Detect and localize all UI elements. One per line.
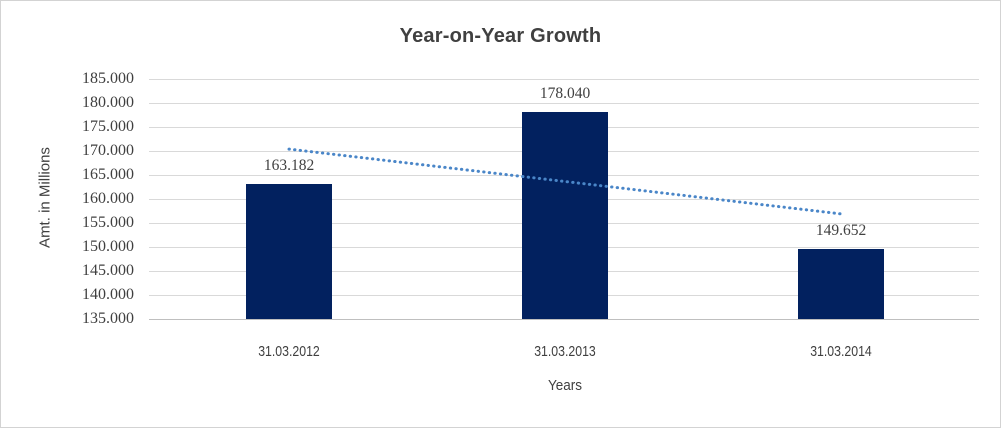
y-axis-title: Amt. in Millions xyxy=(36,147,54,248)
bar xyxy=(246,183,332,319)
y-tick-label: 175.000 xyxy=(82,118,134,135)
gridline xyxy=(149,102,979,104)
bar-value-label: 178.040 xyxy=(539,85,591,103)
bar xyxy=(522,112,608,319)
y-tick-label: 155.000 xyxy=(82,214,134,231)
y-tick-label: 140.000 xyxy=(82,286,134,303)
y-tick-label: 135.000 xyxy=(82,310,134,327)
y-tick-label: 165.000 xyxy=(82,166,134,183)
bar-value-label: 163.182 xyxy=(263,156,315,174)
bar-value-label: 149.652 xyxy=(815,221,867,239)
bar xyxy=(798,248,884,319)
x-tick-label: 31.03.2014 xyxy=(810,343,872,360)
gridline xyxy=(149,78,979,80)
y-tick-label: 185.000 xyxy=(82,70,134,87)
y-tick-label: 170.000 xyxy=(82,142,134,159)
gridline xyxy=(149,318,979,320)
y-tick-label: 150.000 xyxy=(82,238,134,255)
x-axis-title: Years xyxy=(547,377,583,394)
y-tick-label: 160.000 xyxy=(82,190,134,207)
chart-title: Year-on-Year Growth xyxy=(399,25,602,47)
y-tick-label: 145.000 xyxy=(82,262,134,279)
x-tick-label: 31.03.2013 xyxy=(534,343,596,360)
x-tick-label: 31.03.2012 xyxy=(258,343,320,360)
y-tick-label: 180.000 xyxy=(82,94,134,111)
